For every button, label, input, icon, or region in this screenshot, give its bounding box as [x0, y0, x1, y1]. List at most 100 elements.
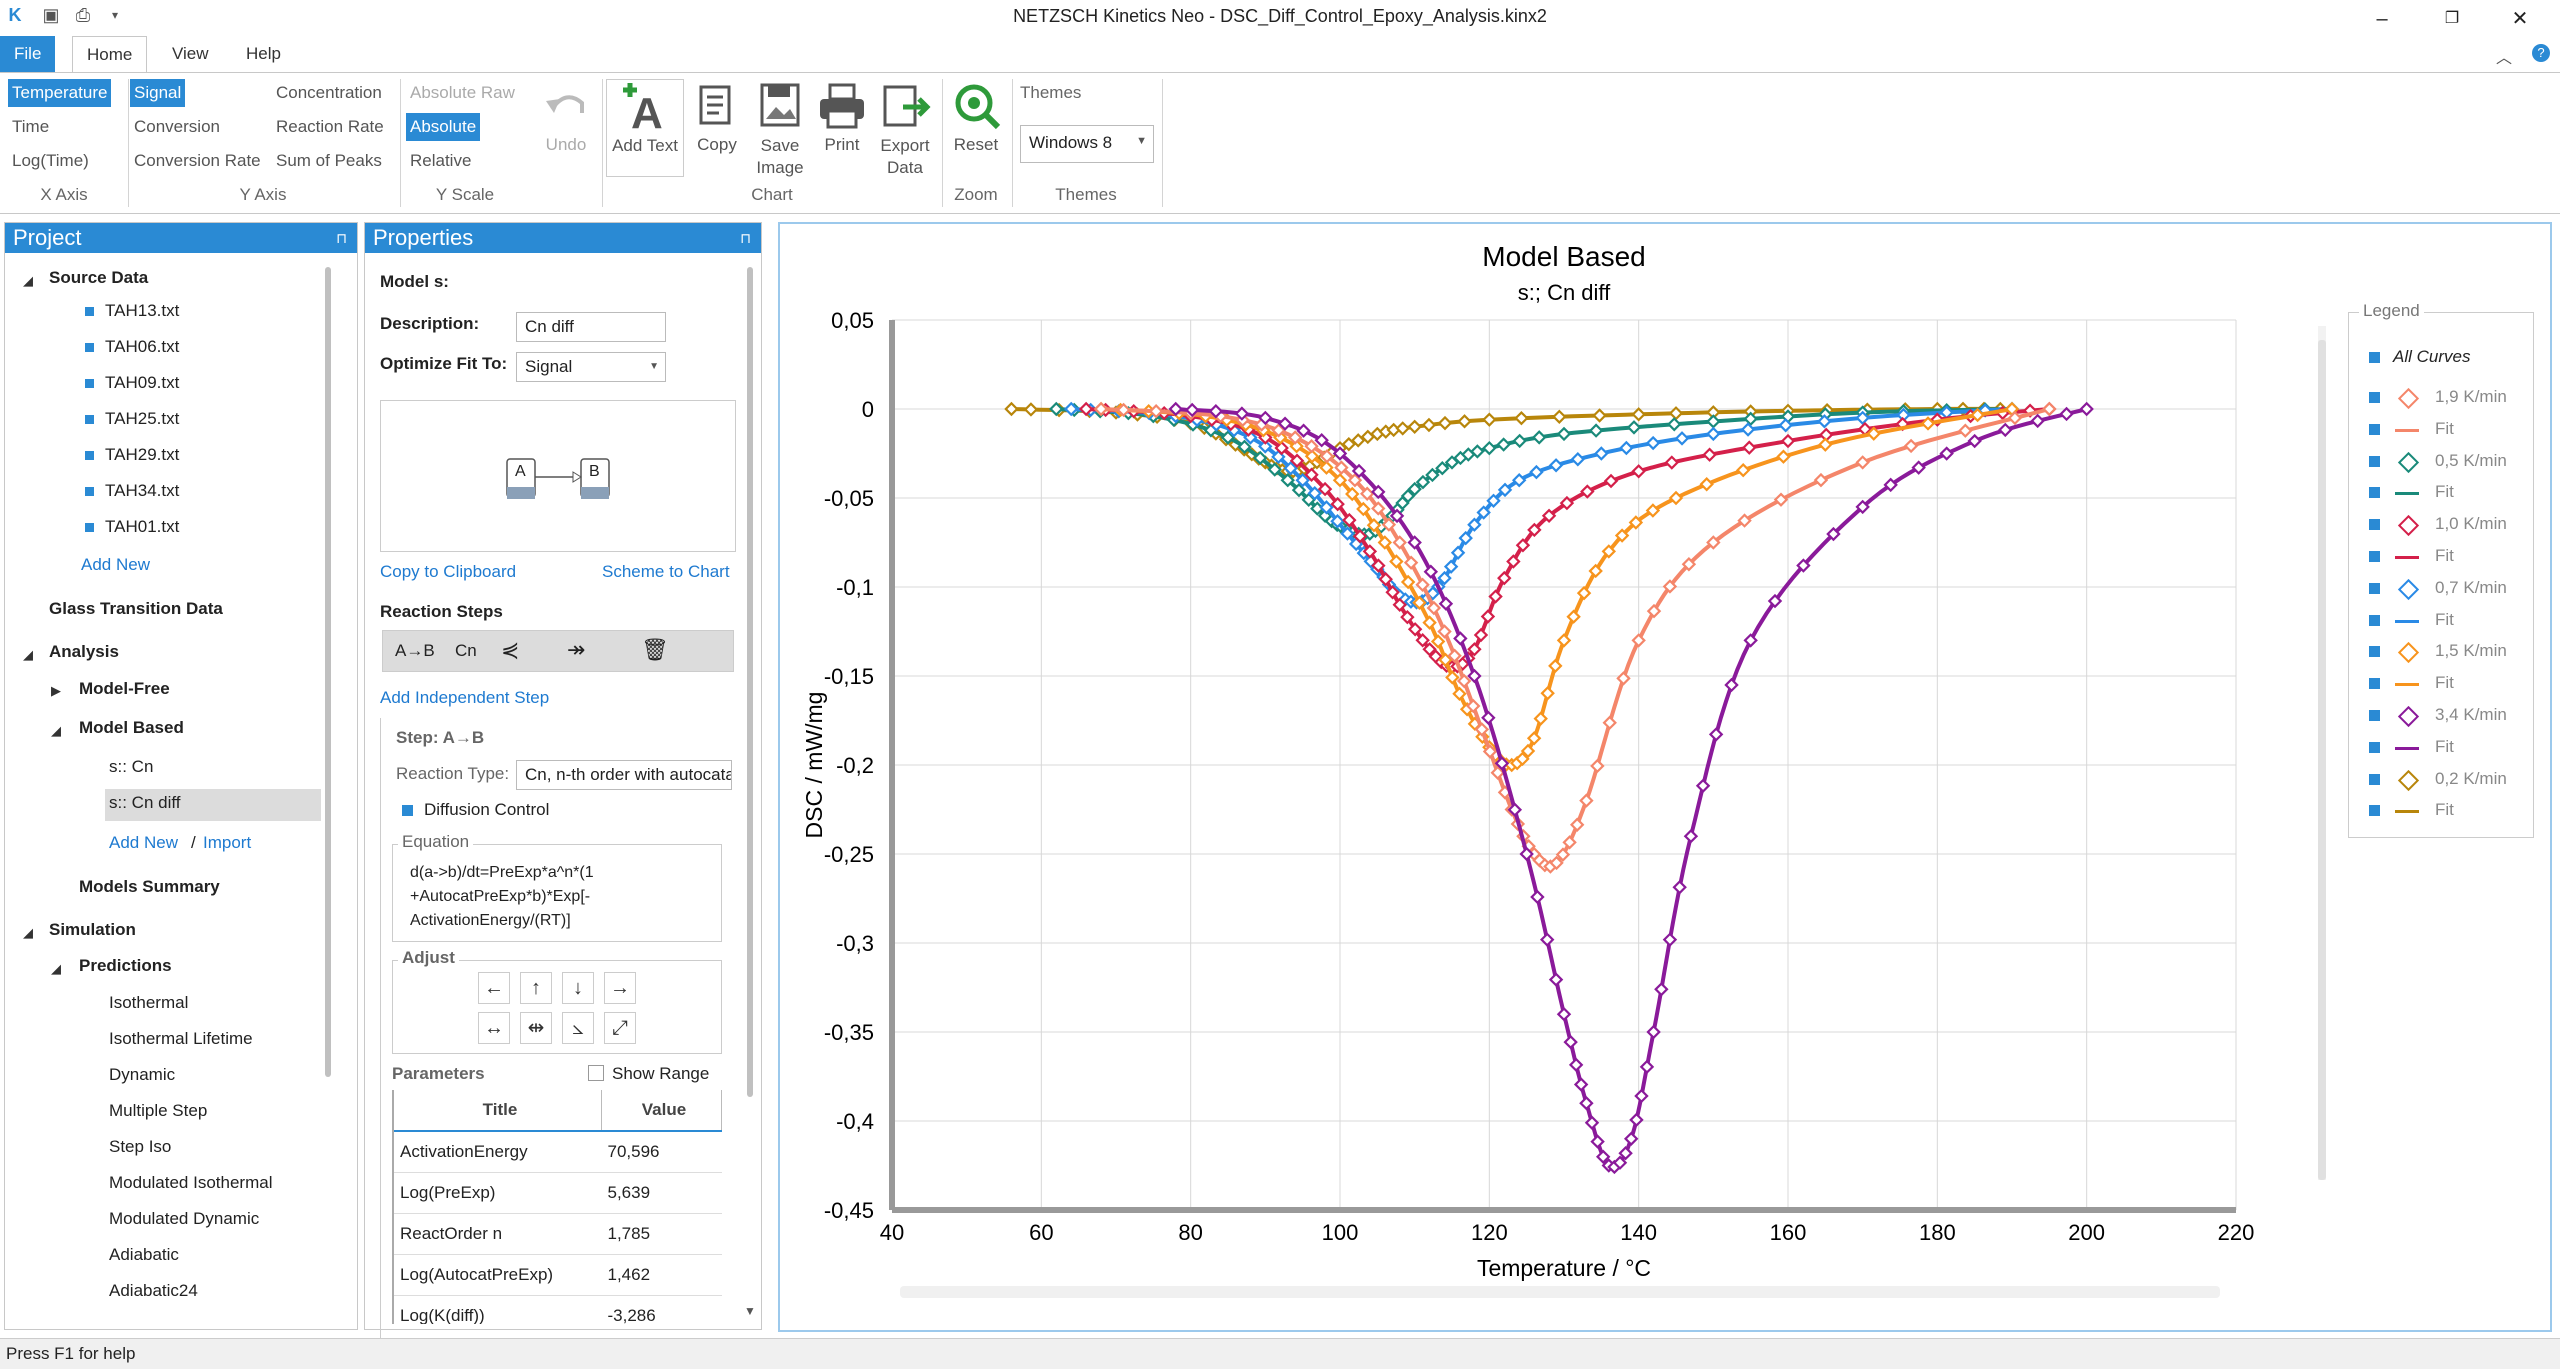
compress-horizontal-icon[interactable]: ⇹	[520, 1012, 552, 1044]
tree-prediction-item[interactable]: Modulated Isothermal	[109, 1173, 273, 1192]
legend-item-checkbox[interactable]	[2369, 423, 2380, 435]
tree-prediction-item[interactable]: Isothermal	[109, 993, 189, 1012]
branch-step-icon[interactable]: ⋞	[501, 637, 520, 662]
legend-item-checkbox[interactable]	[2369, 551, 2380, 562]
tree-model-item[interactable]: s:: Cn	[109, 757, 154, 776]
tab-help[interactable]: Help	[246, 44, 281, 63]
tree-prediction-item[interactable]: Adiabatic	[109, 1245, 179, 1264]
x-axis-logtime[interactable]: Log(Time)	[12, 151, 89, 170]
param-value[interactable]: 1,785	[601, 1213, 722, 1255]
tab-view[interactable]: View	[172, 44, 209, 63]
tree-file[interactable]: TAH29.txt	[105, 445, 180, 464]
add-independent-step-link[interactable]: Add Independent Step	[380, 688, 550, 707]
tree-prediction-item[interactable]: Dynamic	[109, 1065, 176, 1084]
collapse-icon[interactable]: ◢	[51, 723, 61, 738]
close-button[interactable]: ✕	[2511, 8, 2529, 30]
themes-dropdown[interactable]: Windows 8 ▼	[1020, 125, 1154, 163]
y-axis-signal[interactable]: Signal	[130, 79, 186, 107]
show-range-checkbox[interactable]	[588, 1065, 604, 1081]
project-scrollbar[interactable]	[325, 267, 331, 1077]
legend-scroll-thumb[interactable]	[2318, 340, 2326, 1180]
tree-file[interactable]: TAH13.txt	[105, 301, 180, 320]
shift-left-icon[interactable]: ←	[478, 972, 510, 1004]
param-value[interactable]: -3,286	[601, 1295, 722, 1324]
import-model-link[interactable]: Import	[203, 833, 252, 852]
tree-prediction-item[interactable]: Adiabatic24	[109, 1281, 198, 1300]
scroll-down-icon[interactable]: ▼	[744, 1304, 756, 1318]
file-checkbox[interactable]	[85, 451, 94, 460]
expand-icon[interactable]: ▶	[51, 683, 61, 698]
curve-up-icon[interactable]: ⤢	[604, 1012, 636, 1044]
legend-item-checkbox[interactable]	[2369, 710, 2380, 721]
x-axis-time[interactable]: Time	[12, 117, 50, 136]
reset-zoom-button[interactable]: Reset	[946, 79, 1006, 155]
tree-predictions[interactable]: Predictions	[79, 956, 172, 975]
y-axis-conversion[interactable]: Conversion	[134, 117, 220, 136]
tree-source-data[interactable]: Source Data	[49, 268, 149, 287]
add-new-model-link[interactable]: Add New	[109, 833, 178, 852]
dsc-chart[interactable]: Model Based s:; Cn diff 40 60 80 100 120 140 160…	[780, 224, 2550, 1330]
pin-icon[interactable]: ⊓	[336, 230, 347, 246]
tree-prediction-item[interactable]: Step Iso	[109, 1137, 172, 1156]
legend-item-checkbox[interactable]	[2369, 805, 2380, 817]
collapse-icon[interactable]: ◢	[51, 961, 61, 976]
collapse-icon[interactable]: ◢	[23, 925, 33, 940]
add-new-source-link[interactable]: Add New	[81, 555, 150, 574]
tree-file[interactable]: TAH34.txt	[105, 481, 180, 500]
scheme-node-b[interactable]: B	[589, 463, 600, 480]
legend-item-checkbox[interactable]	[2369, 678, 2380, 690]
table-row[interactable]: Log(K(diff)) -3,286	[394, 1295, 722, 1324]
tree-simulation[interactable]: Simulation	[49, 920, 136, 939]
properties-scrollbar[interactable]	[747, 267, 753, 1097]
y-scale-absolute[interactable]: Absolute	[406, 113, 481, 141]
print-button[interactable]: Print	[812, 79, 872, 155]
reaction-type-input[interactable]: Cn, n-th order with autocatalysis	[516, 760, 732, 790]
legend-item-checkbox[interactable]	[2369, 773, 2380, 785]
help-icon[interactable]: ?	[2532, 44, 2550, 62]
x-axis-temperature[interactable]: Temperature	[8, 79, 112, 107]
shift-right-icon[interactable]: →	[604, 972, 636, 1004]
tree-model-item-selected[interactable]: s:: Cn diff	[109, 793, 181, 812]
collapse-icon[interactable]: ◢	[23, 273, 33, 288]
table-row[interactable]: Log(PreExp) 5,639	[394, 1172, 722, 1214]
tree-file[interactable]: TAH09.txt	[105, 373, 180, 392]
description-input[interactable]: Cn diff	[516, 312, 666, 342]
curve-down-icon[interactable]: ⦣	[562, 1012, 594, 1044]
collapse-icon[interactable]: ◢	[23, 647, 33, 662]
legend-item-checkbox[interactable]	[2369, 614, 2380, 626]
legend-item-checkbox[interactable]	[2369, 582, 2380, 594]
legend-item-checkbox[interactable]	[2369, 741, 2380, 753]
param-value[interactable]: 5,639	[601, 1172, 722, 1214]
undo-button[interactable]: Undo	[534, 79, 598, 155]
minimize-button[interactable]: –	[2376, 8, 2388, 30]
y-axis-concentration[interactable]: Concentration	[276, 83, 382, 102]
shift-up-icon[interactable]: ↑	[520, 972, 552, 1004]
y-axis-reaction-rate[interactable]: Reaction Rate	[276, 117, 384, 136]
quick-access-dropdown-icon[interactable]: ▾	[111, 8, 119, 22]
tree-prediction-item[interactable]: Isothermal Lifetime	[109, 1029, 253, 1048]
legend-item-checkbox[interactable]	[2369, 487, 2380, 499]
param-value[interactable]: 1,462	[601, 1254, 722, 1296]
delete-step-icon[interactable]: 🗑	[641, 637, 669, 662]
y-scale-relative[interactable]: Relative	[410, 151, 472, 170]
table-row[interactable]: Log(AutocatPreExp) 1,462	[394, 1254, 722, 1296]
collapse-ribbon-icon[interactable]: ︿	[2496, 50, 2513, 67]
tree-model-based[interactable]: Model Based	[79, 718, 184, 737]
tree-file[interactable]: TAH06.txt	[105, 337, 180, 356]
table-row[interactable]: ReactOrder n 1,785	[394, 1213, 722, 1255]
scheme-to-chart-link[interactable]: Scheme to Chart	[602, 562, 730, 581]
add-step-ab-button[interactable]: A→B	[395, 641, 435, 660]
copy-button[interactable]: Copy	[688, 79, 746, 155]
add-step-cn-button[interactable]: Cn	[455, 641, 477, 660]
param-value[interactable]: 70,596	[601, 1131, 722, 1173]
pin-icon[interactable]: ⊓	[740, 230, 751, 246]
tree-prediction-item[interactable]: Multiple Step	[109, 1101, 208, 1120]
all-curves-checkbox[interactable]	[2369, 352, 2380, 363]
y-scale-absolute-raw[interactable]: Absolute Raw	[410, 83, 515, 102]
y-axis-sum-of-peaks[interactable]: Sum of Peaks	[276, 151, 382, 170]
column-header-value[interactable]: Value	[601, 1090, 722, 1132]
tree-prediction-item[interactable]: Modulated Dynamic	[109, 1209, 260, 1228]
legend-item-checkbox[interactable]	[2369, 646, 2380, 658]
diffusion-control-checkbox[interactable]	[402, 805, 413, 816]
file-checkbox[interactable]	[85, 487, 94, 496]
